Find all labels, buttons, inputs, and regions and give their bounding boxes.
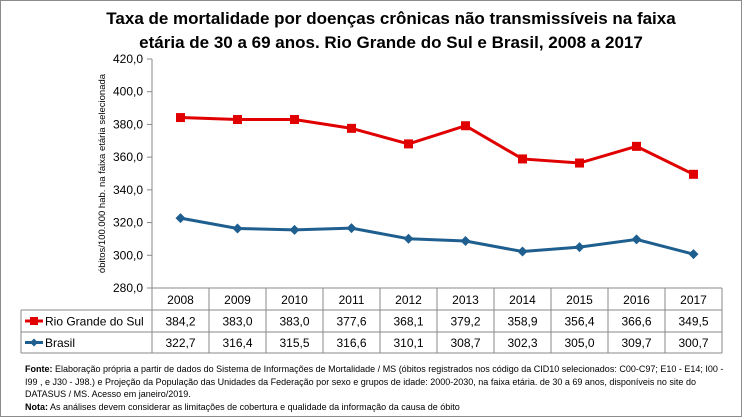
- data-point: [232, 223, 243, 234]
- table-value: 308,7: [450, 336, 480, 350]
- table-value: 377,6: [336, 315, 366, 329]
- data-point: [176, 113, 185, 123]
- data-point: [289, 224, 300, 235]
- data-point: [689, 169, 698, 179]
- data-point: [290, 115, 299, 125]
- x-category-label: 2010: [281, 293, 308, 307]
- series-line-rgs: [180, 116, 695, 176]
- series-line-brasil: [180, 216, 694, 256]
- table-value: 309,7: [621, 336, 651, 350]
- y-tick-label: 380,0: [113, 117, 143, 131]
- legend-label: Brasil: [45, 336, 75, 350]
- chart-svg: 280,0 300,0 320,0 340,0 360,0 380,0 400,0 420,0…: [20, 52, 723, 354]
- legend-marker: [30, 338, 38, 347]
- table-value: 356,4: [564, 315, 594, 329]
- x-category-label: 2013: [452, 293, 479, 307]
- table-value: 383,0: [222, 315, 252, 329]
- table-value: 315,5: [279, 336, 309, 350]
- table-value: 383,0: [279, 315, 309, 329]
- table-value: 349,5: [678, 315, 708, 329]
- data-point: [574, 242, 585, 253]
- x-category-label: 2009: [224, 293, 251, 307]
- data-point: [461, 121, 470, 131]
- table-value: 302,3: [507, 336, 537, 350]
- chart-title: Taxa de mortalidade por doenças crônicas…: [106, 9, 676, 52]
- y-tick-label: 340,0: [113, 183, 143, 197]
- source-label: Fonte:: [25, 364, 53, 374]
- y-tick-label: 420,0: [113, 52, 143, 66]
- data-point: [346, 223, 357, 234]
- x-category-label: 2008: [167, 293, 194, 307]
- x-category-label: 2014: [509, 293, 536, 307]
- data-point: [347, 123, 356, 133]
- table-value: 368,1: [393, 315, 423, 329]
- table-value: 322,7: [165, 336, 195, 350]
- legend-label: Rio Grande do Sul: [45, 315, 144, 329]
- table-value: 379,2: [450, 315, 480, 329]
- nota-note: Nota: As análises devem considerar as li…: [25, 401, 725, 414]
- nota-label: Nota:: [25, 401, 48, 412]
- y-tick-label: 320,0: [113, 216, 143, 230]
- table-value: 384,2: [165, 315, 195, 329]
- x-category-label: 2016: [623, 293, 650, 307]
- source-text: Elaboração própria a partir de dados do …: [25, 364, 724, 399]
- data-point: [631, 234, 642, 245]
- table-value: 358,9: [507, 315, 537, 329]
- data-point: [460, 236, 471, 247]
- x-category-label: 2012: [395, 293, 422, 307]
- table-value: 316,4: [222, 336, 252, 350]
- legend-marker: [30, 317, 38, 325]
- table-value: 366,6: [621, 315, 651, 329]
- data-point: [404, 139, 413, 149]
- x-category-label: 2015: [566, 293, 593, 307]
- data-point: [688, 249, 699, 260]
- table-value: 305,0: [564, 336, 594, 350]
- source-note: Fonte: Elaboração própria a partir de da…: [25, 363, 725, 401]
- y-axis-label: óbitos/100.000 hab. na faixa etária sele…: [97, 73, 108, 273]
- x-category-label: 2017: [680, 293, 707, 307]
- nota-text: As análises devem considerar as limitaçõ…: [48, 401, 460, 412]
- data-point: [403, 233, 414, 244]
- y-tick-label: 280,0: [113, 281, 143, 295]
- data-point: [517, 246, 528, 257]
- data-point: [518, 154, 527, 164]
- y-tick-label: 400,0: [113, 85, 143, 99]
- data-point: [575, 158, 584, 168]
- data-point: [632, 141, 641, 151]
- data-point: [175, 213, 186, 224]
- x-category-label: 2011: [339, 293, 365, 307]
- data-point: [233, 115, 242, 125]
- y-tick-label: 300,0: [113, 248, 143, 262]
- source-notes: Fonte: Elaboração própria a partir de da…: [25, 363, 725, 413]
- table-value: 310,1: [393, 336, 423, 350]
- y-tick-label: 360,0: [113, 150, 143, 164]
- table-value: 316,6: [336, 336, 366, 350]
- table-value: 300,7: [678, 336, 708, 350]
